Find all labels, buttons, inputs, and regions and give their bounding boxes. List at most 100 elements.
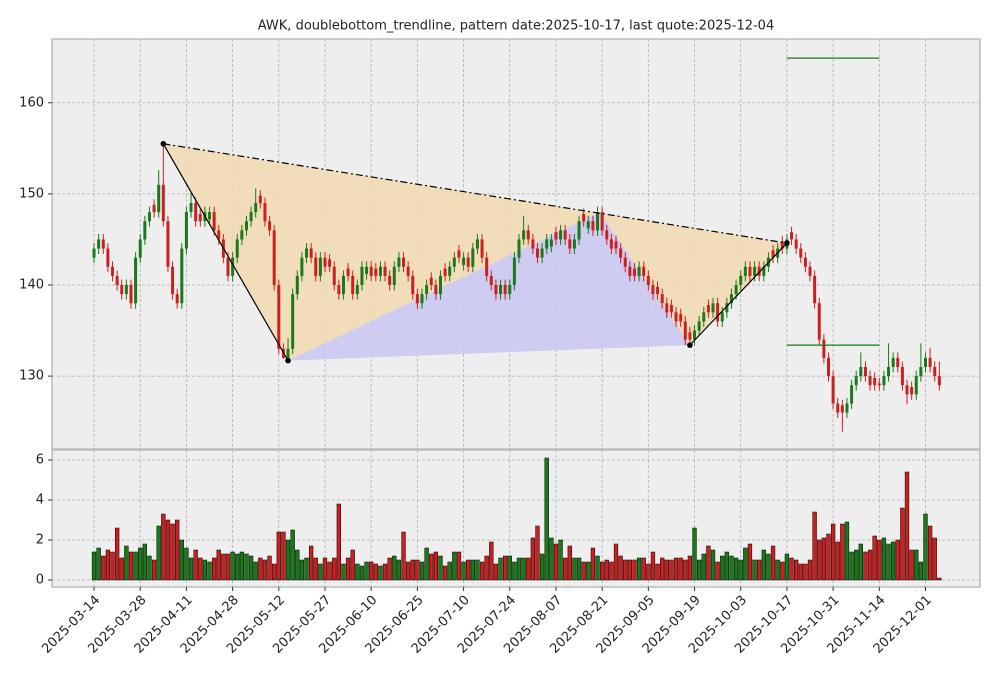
y-tick-label: 6 (36, 453, 44, 468)
volume-bar (784, 553, 790, 581)
volume-frame (51, 449, 981, 588)
candle-body (549, 239, 553, 247)
candle-body (794, 239, 798, 249)
candle-body (679, 314, 683, 322)
volume-bar (775, 559, 780, 581)
volume-bar (96, 547, 101, 581)
candle-body (716, 303, 720, 322)
resistance-line (163, 143, 788, 244)
volume-bar (521, 557, 526, 581)
volume-bar (359, 565, 365, 581)
candle-body (115, 275, 119, 285)
volume-bar (590, 547, 596, 581)
candle-body (887, 367, 891, 377)
volume-bar (752, 559, 757, 581)
volume-bar (697, 559, 702, 581)
candle-body (517, 239, 521, 258)
candle-body (632, 268, 636, 276)
volume-bar (170, 523, 175, 581)
volume-bar (308, 545, 314, 581)
candle-body (873, 377, 877, 386)
volume-bar (692, 527, 697, 581)
candle-body (448, 266, 452, 276)
volume-bar (216, 549, 221, 581)
volume-bar (706, 545, 711, 581)
volume-bar (387, 557, 392, 581)
volume-bar (581, 561, 586, 581)
volume-bar (341, 563, 346, 581)
volume-bar (188, 557, 194, 581)
candle-body (508, 285, 512, 295)
volume-bar (854, 549, 859, 581)
candle-body (489, 275, 493, 285)
candle-body (194, 203, 198, 222)
candle-body (563, 230, 567, 240)
volume-bar (345, 557, 351, 581)
volume-bar (489, 541, 494, 581)
candle-body (702, 312, 706, 322)
candle-body (919, 367, 923, 377)
candle-body (900, 367, 904, 386)
volume-bar (535, 525, 540, 581)
pattern-inner-area (288, 212, 690, 361)
volume-bar (507, 555, 512, 581)
candle-body (790, 232, 794, 240)
candle-body (485, 257, 489, 276)
candle-body (637, 266, 641, 276)
candle-body (240, 230, 244, 240)
candle-body (332, 266, 336, 285)
candle-body (480, 239, 484, 258)
volume-bar (738, 559, 743, 581)
candle-body (596, 212, 600, 231)
candle-body (208, 212, 212, 220)
candle-body (434, 285, 438, 295)
candle-body (512, 257, 516, 285)
volume-bar (858, 543, 863, 581)
y-tick-label: 160 (19, 95, 44, 110)
volume-bar (646, 563, 651, 581)
volume-bar (558, 539, 563, 581)
candle-body (231, 257, 235, 276)
volume-bar (253, 561, 258, 581)
volume-bar (285, 539, 291, 581)
candle-body (452, 257, 456, 267)
candle-body (355, 285, 359, 295)
candle-body (295, 275, 299, 295)
volume-bar (576, 557, 582, 581)
volume-bar (175, 519, 180, 581)
volume-bar (909, 549, 914, 581)
volume-bar (881, 537, 887, 581)
candle-body (124, 285, 128, 295)
volume-bar (807, 559, 813, 581)
candle-body (863, 367, 867, 377)
candle-body (826, 357, 830, 377)
candle-body (111, 266, 115, 276)
volume-bar (743, 547, 748, 581)
volume-bar (456, 551, 462, 581)
volume-bar (290, 529, 295, 581)
candle-body (526, 230, 530, 240)
candle-body (582, 213, 586, 222)
candle-body (743, 266, 747, 276)
candle-body (725, 303, 729, 313)
volume-bar (198, 557, 203, 581)
volume-bar (332, 557, 337, 581)
volume-bar (715, 561, 720, 581)
volume-bar (669, 559, 674, 581)
volume-bar (91, 551, 97, 581)
volume-bar (599, 561, 605, 581)
volume-bar (313, 557, 318, 581)
candle-body (263, 203, 267, 222)
volume-bar (124, 545, 129, 581)
volume-bar (877, 539, 882, 581)
volume-bar (239, 551, 244, 581)
volume-bar (475, 559, 480, 581)
volume-bar (613, 543, 619, 581)
volume-bar (433, 551, 439, 581)
candle-body (531, 239, 535, 249)
candle-body (817, 303, 821, 340)
candle-body (840, 405, 844, 413)
candle-body (466, 257, 470, 267)
candle-body (813, 275, 817, 304)
candle-body (388, 275, 392, 285)
